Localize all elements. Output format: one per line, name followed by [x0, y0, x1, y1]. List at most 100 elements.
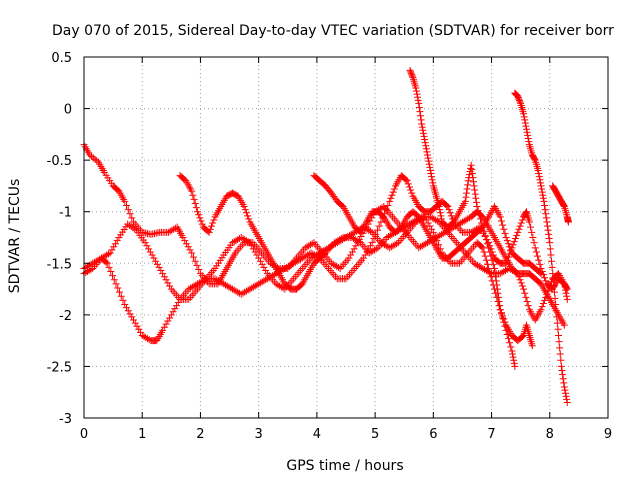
data-point — [152, 257, 160, 265]
data-point — [126, 310, 134, 318]
data-point — [193, 261, 201, 269]
data-point — [541, 274, 549, 282]
data-point — [426, 166, 434, 174]
data-point — [361, 251, 369, 259]
data-point — [518, 333, 526, 341]
data-point — [386, 197, 394, 205]
data-point — [539, 191, 547, 199]
data-point — [496, 306, 504, 314]
data-point — [563, 292, 571, 300]
data-point — [548, 257, 556, 265]
data-point — [136, 328, 144, 336]
data-point — [511, 235, 519, 243]
data-point — [531, 155, 539, 163]
data-point — [194, 208, 202, 216]
data-point — [405, 183, 413, 191]
y-tick-label: -2 — [59, 309, 72, 324]
data-point — [443, 202, 451, 210]
data-point — [133, 322, 141, 330]
data-point — [508, 347, 516, 355]
data-point — [121, 197, 129, 205]
data-point — [112, 280, 120, 288]
data-point — [159, 326, 167, 334]
data-point — [244, 238, 252, 246]
data-point — [337, 235, 345, 243]
data-point — [562, 289, 570, 297]
data-point — [470, 182, 478, 190]
data-point — [557, 362, 565, 370]
data-point — [461, 197, 469, 205]
data-point — [523, 297, 531, 305]
axis-ticks: 0 1 2 3 4 5 6 7 8 9 0.5 0 -0.5 -1 -1.5 -2 -2.5 -3 — [47, 51, 613, 442]
x-tick-label: 8 — [546, 427, 554, 442]
data-point — [514, 270, 522, 278]
data-point — [422, 145, 430, 153]
data-point — [198, 220, 206, 228]
data-point — [500, 225, 508, 233]
data-point — [524, 134, 532, 142]
data-point — [467, 161, 475, 169]
data-point — [248, 242, 256, 250]
data-point — [195, 211, 203, 219]
data-point — [255, 254, 263, 262]
data-point — [501, 318, 509, 326]
data-point — [240, 203, 248, 211]
data-point — [539, 194, 547, 202]
data-point — [545, 230, 553, 238]
data-point — [562, 392, 570, 400]
data-point — [102, 258, 110, 266]
data-point — [407, 68, 415, 76]
data-point — [245, 215, 253, 223]
data-point — [366, 242, 374, 250]
data-point — [111, 240, 119, 248]
data-point — [86, 151, 94, 159]
data-point — [536, 260, 544, 268]
data-point — [241, 206, 249, 214]
data-point — [427, 170, 435, 178]
data-point — [503, 256, 511, 264]
data-point — [352, 242, 360, 250]
data-point — [473, 203, 481, 211]
data-point — [541, 206, 549, 214]
data-point — [497, 217, 505, 225]
data-point — [558, 367, 566, 375]
data-point — [253, 251, 261, 259]
data-point — [499, 312, 507, 320]
data-point — [470, 178, 478, 186]
data-point — [124, 307, 132, 315]
data-point — [191, 257, 199, 265]
data-point — [521, 116, 529, 124]
data-point — [541, 296, 549, 304]
data-point — [93, 157, 101, 165]
data-point — [436, 206, 444, 214]
data-point — [561, 389, 569, 397]
data-point — [91, 155, 99, 163]
data-point — [463, 189, 471, 197]
data-point — [480, 227, 488, 235]
data-point — [116, 288, 124, 296]
y-tick-label: -1.5 — [47, 257, 72, 272]
y-tick-label: -3 — [59, 412, 72, 427]
x-tick-label: 0 — [80, 427, 88, 442]
data-point — [545, 235, 553, 243]
data-point — [465, 171, 473, 179]
data-point — [378, 204, 386, 212]
data-point — [368, 239, 376, 247]
data-point — [191, 199, 199, 207]
data-point — [419, 129, 427, 137]
data-point — [320, 250, 328, 258]
data-point — [546, 239, 554, 247]
data-point — [528, 342, 536, 350]
data-point — [123, 202, 131, 210]
data-point — [402, 176, 410, 184]
data-point — [406, 66, 414, 74]
data-point — [382, 206, 390, 214]
data-point — [209, 219, 217, 227]
data-point — [408, 72, 416, 80]
data-point — [474, 207, 482, 215]
data-point — [166, 314, 174, 322]
data-point — [543, 290, 551, 298]
data-point — [433, 217, 441, 225]
data-point — [539, 300, 547, 308]
